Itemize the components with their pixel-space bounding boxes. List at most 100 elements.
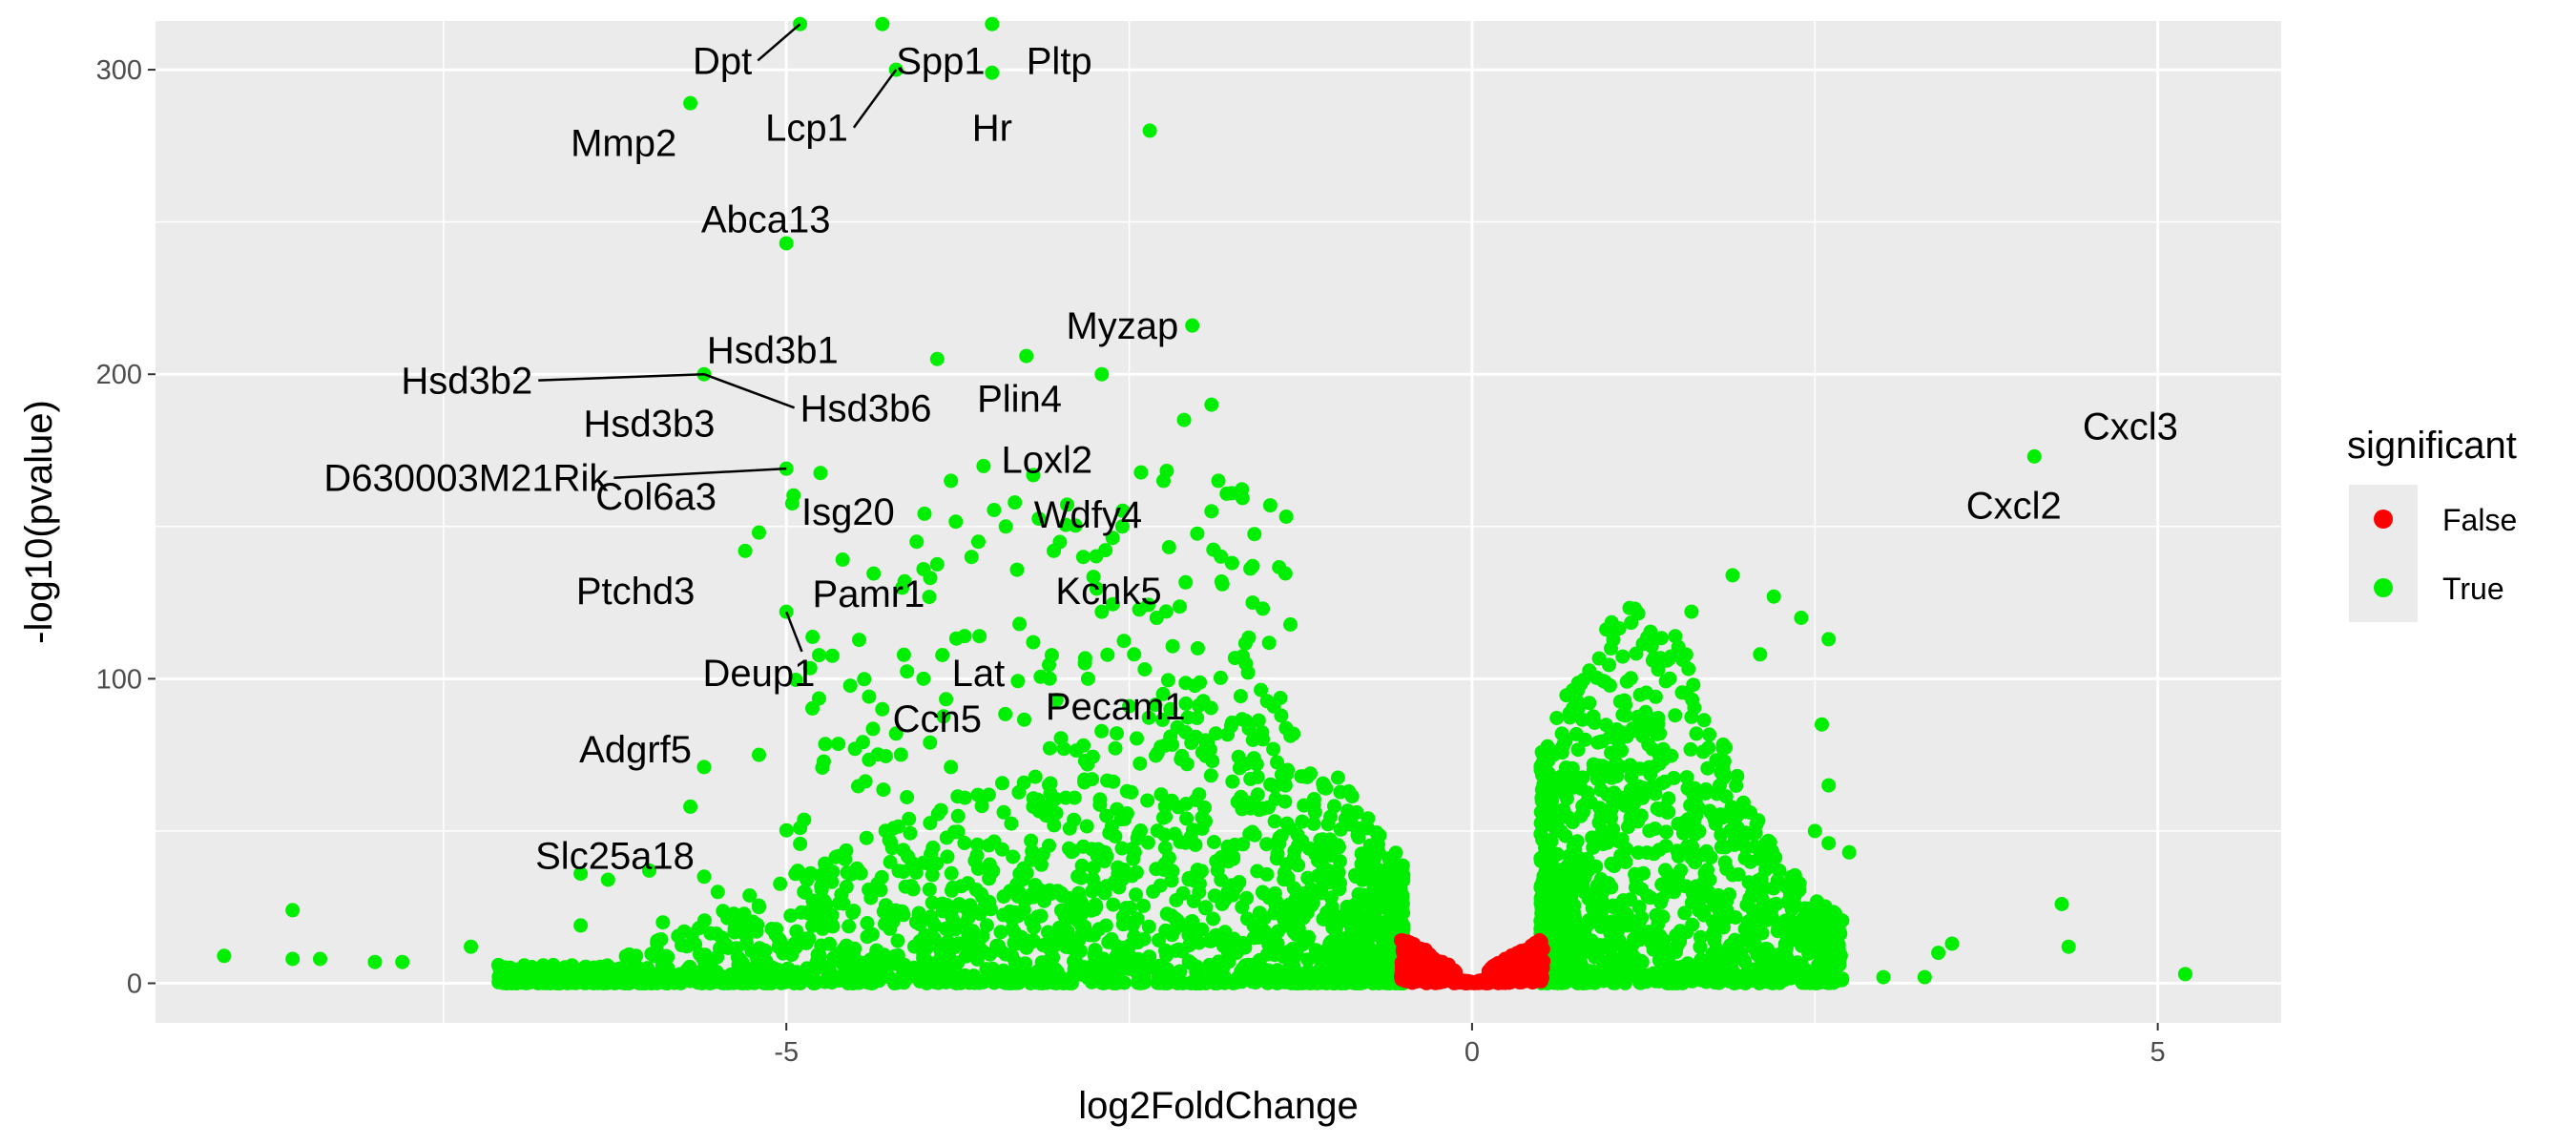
leader-line — [785, 611, 803, 653]
point-true — [1561, 957, 1576, 972]
point-true — [1167, 826, 1182, 842]
point-true — [1042, 838, 1056, 853]
labeled-point — [1176, 412, 1192, 427]
point-true — [1370, 864, 1384, 880]
point-true — [1758, 862, 1774, 877]
point-true — [1136, 898, 1151, 913]
gene-label: Ptchd3 — [576, 571, 696, 613]
y-tick-label: 0 — [127, 969, 142, 1000]
point-true — [947, 940, 963, 954]
point-true — [1674, 685, 1690, 700]
point-true — [1558, 893, 1573, 908]
point-true — [974, 799, 989, 814]
point-true — [1585, 713, 1600, 728]
point-true — [1634, 882, 1650, 897]
point-true — [1278, 778, 1293, 793]
point-true — [1141, 710, 1156, 725]
point-true — [1717, 855, 1733, 870]
point-true — [1153, 878, 1168, 893]
point-true — [814, 882, 829, 897]
point-true — [1110, 726, 1124, 741]
point-true — [603, 961, 618, 976]
leader-lines — [538, 23, 898, 653]
point-true — [1049, 693, 1064, 707]
point-true — [1249, 757, 1264, 772]
point-true — [1755, 926, 1770, 941]
legend-key-true — [2374, 578, 2393, 597]
point-true — [1560, 906, 1575, 922]
point-true — [1164, 873, 1179, 888]
point-true — [908, 865, 924, 880]
point-true — [395, 954, 410, 969]
point-true — [806, 971, 821, 987]
point-true — [1072, 944, 1088, 959]
point-true — [1621, 820, 1635, 835]
gene-label: Loxl2 — [1002, 440, 1093, 482]
point-true — [1220, 854, 1236, 869]
point-true — [1132, 756, 1148, 771]
point-true — [1793, 963, 1808, 978]
legend-key-false — [2374, 510, 2393, 529]
point-true — [900, 790, 915, 804]
gene-label: Plin4 — [977, 379, 1062, 421]
point-true — [1638, 704, 1653, 719]
point-true — [1007, 935, 1022, 950]
point-true — [1261, 927, 1277, 943]
point-true — [995, 776, 1009, 791]
point-true — [1101, 934, 1116, 949]
point-true — [1661, 652, 1676, 667]
point-true — [873, 964, 888, 979]
point-true — [1088, 943, 1103, 958]
point-true — [896, 647, 911, 662]
point-true — [1042, 740, 1057, 756]
point-true — [1316, 947, 1331, 962]
x-axis-ticks: -5 0 5 — [774, 1023, 2166, 1068]
point-true — [1132, 602, 1147, 617]
point-true — [1164, 793, 1179, 808]
point-true — [1300, 932, 1316, 947]
labeled-point — [929, 351, 945, 366]
point-true — [860, 916, 875, 930]
point-true — [888, 903, 904, 918]
point-true — [1289, 927, 1304, 943]
point-true — [742, 888, 758, 903]
point-true — [873, 883, 888, 898]
point-true — [1599, 622, 1614, 637]
point-true — [1709, 753, 1724, 768]
point-true — [1155, 712, 1170, 727]
point-true — [1558, 760, 1573, 775]
point-true — [857, 960, 872, 975]
point-true — [1672, 924, 1688, 939]
point-true — [1656, 752, 1671, 767]
point-true — [863, 890, 879, 906]
point-true — [1165, 638, 1180, 654]
point-true — [1645, 653, 1660, 668]
point-true — [1190, 710, 1205, 725]
point-true — [1012, 974, 1028, 989]
gene-label: Lat — [952, 653, 1006, 695]
point-true — [1572, 851, 1588, 866]
point-true — [1110, 802, 1125, 817]
point-true — [1715, 737, 1731, 752]
point-true — [1614, 832, 1630, 847]
point-false — [1426, 972, 1442, 988]
point-true — [891, 864, 906, 879]
point-true — [696, 869, 712, 885]
point-true — [1192, 935, 1207, 950]
gene-label: Isg20 — [801, 491, 895, 533]
point-true — [1607, 950, 1622, 966]
point-true — [1753, 647, 1768, 662]
point-true — [764, 922, 779, 936]
point-true — [752, 747, 766, 762]
point-true — [1645, 779, 1660, 794]
point-true — [1105, 531, 1120, 546]
point-true — [900, 664, 915, 679]
point-true — [936, 709, 951, 724]
point-true — [464, 939, 479, 954]
point-true — [1685, 692, 1700, 707]
point-true — [1395, 897, 1410, 912]
point-true — [734, 975, 749, 990]
point-true — [1677, 906, 1693, 921]
point-true — [1237, 635, 1253, 651]
